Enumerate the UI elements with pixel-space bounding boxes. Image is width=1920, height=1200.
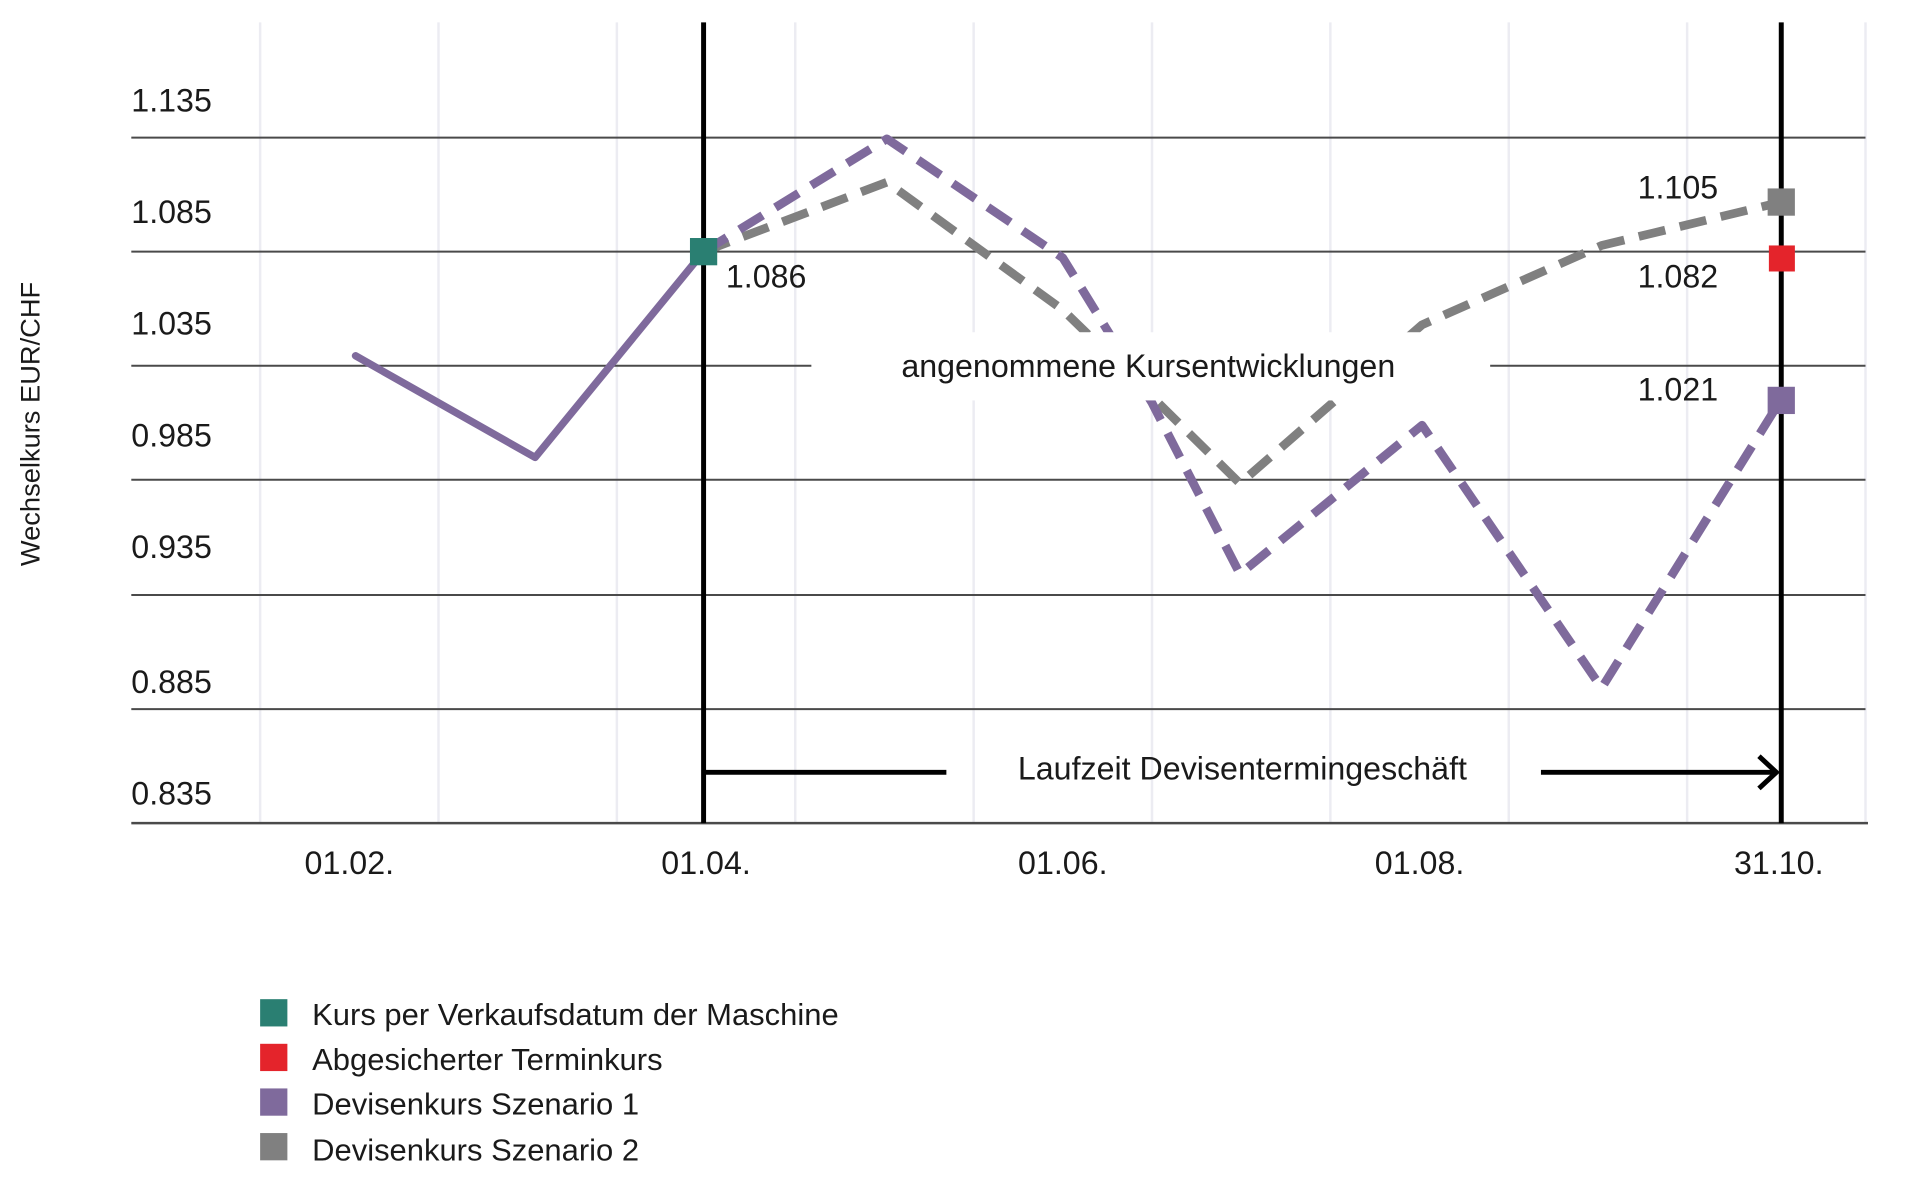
legend-swatch-teal <box>260 999 288 1027</box>
y-tick: 0.885 <box>131 664 212 700</box>
hedged-rate-label: 1.082 <box>1638 259 1719 295</box>
vertical-gridlines <box>258 22 1867 824</box>
scenario-2-end-marker <box>1767 188 1795 216</box>
scenario-2-end-label: 1.105 <box>1638 169 1719 205</box>
y-axis-ticks: 1.135 1.085 1.035 0.985 0.935 0.885 0.83… <box>131 83 212 812</box>
x-tick: 01.04. <box>661 845 751 881</box>
legend-item: Kurs per Verkaufsdatum der Maschine <box>312 997 839 1032</box>
y-tick: 1.085 <box>131 194 212 230</box>
x-tick: 01.02. <box>305 845 395 881</box>
y-tick: 1.135 <box>131 83 212 119</box>
scenarios-annotation: angenommene Kursentwicklungen <box>901 348 1395 384</box>
scenario-1-end-marker <box>1767 386 1795 415</box>
hedged-rate-marker <box>1768 245 1795 272</box>
y-tick: 0.935 <box>131 529 212 565</box>
sale-date-marker <box>689 238 718 266</box>
y-tick: 1.035 <box>131 306 212 342</box>
y-axis-label: Wechselkurs EUR/CHF <box>15 282 46 566</box>
x-tick: 01.06. <box>1018 845 1108 881</box>
x-axis-ticks: 01.02. 01.04. 01.06. 01.08. 31.10. <box>305 845 1824 881</box>
term-arrow: Laufzeit Devisentermingeschäft <box>703 751 1780 791</box>
legend: Kurs per Verkaufsdatum der Maschine Abge… <box>260 997 839 1167</box>
x-tick: 31.10. <box>1734 845 1824 881</box>
legend-swatch-purple <box>260 1088 288 1116</box>
scenario-1-line <box>701 134 1785 693</box>
term-annotation: Laufzeit Devisentermingeschäft <box>1018 751 1467 787</box>
historical-line <box>351 247 708 462</box>
legend-item: Abgesicherter Terminkurs <box>312 1042 662 1077</box>
legend-swatch-red <box>260 1043 288 1072</box>
scenario-1-end-label: 1.021 <box>1638 371 1719 407</box>
legend-item: Devisenkurs Szenario 1 <box>312 1086 639 1121</box>
start-value-label: 1.086 <box>726 259 807 295</box>
scenario-2-line <box>702 177 1783 488</box>
legend-item: Devisenkurs Szenario 2 <box>312 1132 639 1167</box>
annotation-box <box>811 332 1491 401</box>
y-tick: 0.985 <box>131 417 212 453</box>
x-tick: 01.08. <box>1375 845 1465 881</box>
y-tick: 0.835 <box>131 776 212 812</box>
legend-swatch-gray <box>260 1133 288 1161</box>
